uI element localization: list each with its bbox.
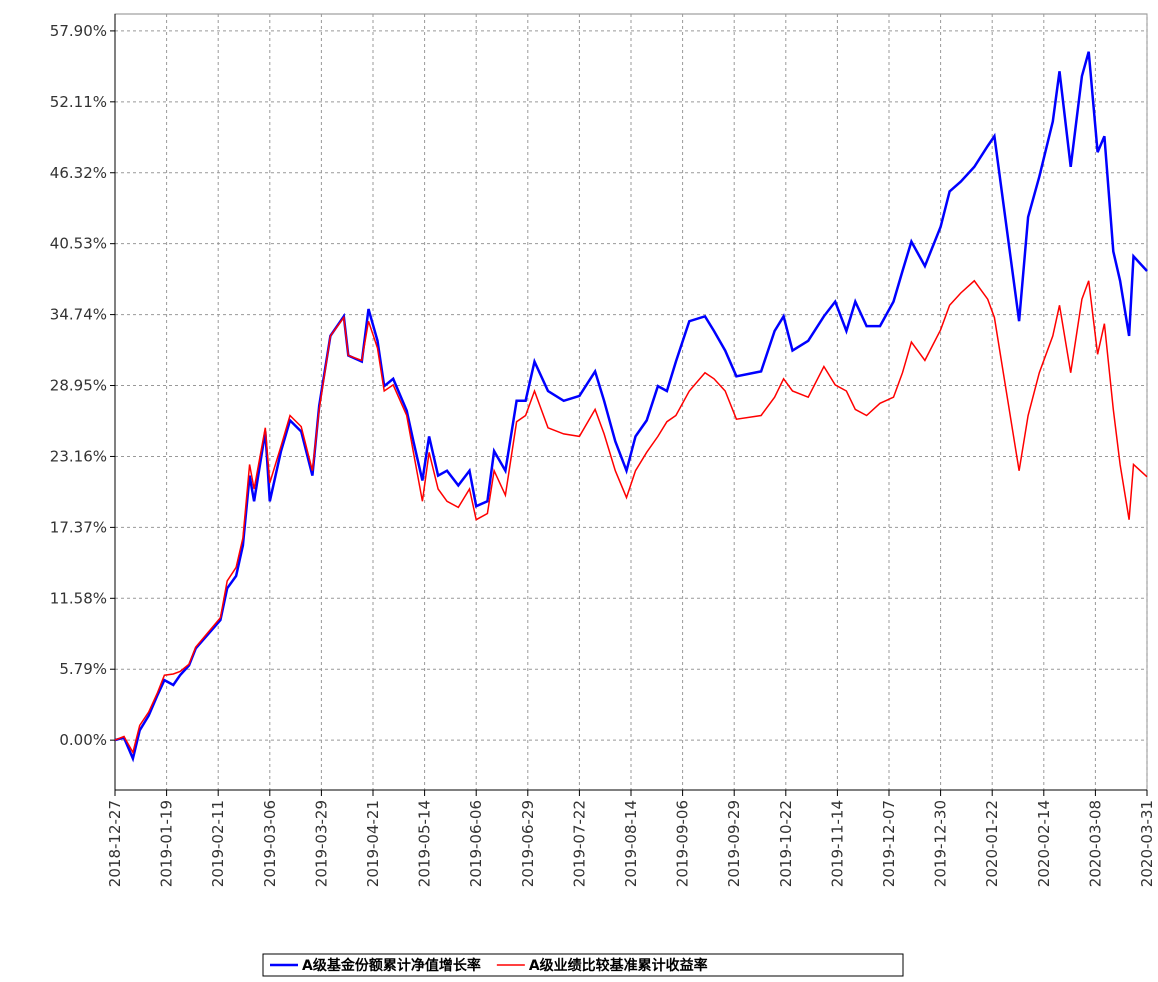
x-tick-label: 2020-01-22 [983,800,1001,887]
y-tick-label: 17.37% [50,518,107,536]
x-tick-label: 2019-09-29 [725,800,743,887]
x-tick-label: 2019-06-29 [519,800,537,887]
y-tick-label: 46.32% [50,164,107,182]
y-tick-label: 11.58% [50,589,107,607]
x-tick-label: 2019-12-30 [932,800,950,887]
y-tick-label: 5.79% [59,660,107,678]
x-tick-label: 2019-06-06 [467,800,485,887]
x-tick-label: 2019-09-06 [674,800,692,887]
legend-label: A级业绩比较基准累计收益率 [529,957,708,974]
x-tick-label: 2020-02-14 [1035,800,1053,887]
x-tick-label: 2019-07-22 [570,800,588,887]
y-tick-label: 28.95% [50,377,107,395]
x-tick-label: 2019-03-06 [261,800,279,887]
x-tick-label: 2018-12-27 [106,800,124,887]
x-tick-label: 2019-05-14 [416,800,434,887]
y-tick-label: 0.00% [59,731,107,749]
x-tick-label: 2019-10-22 [777,800,795,887]
y-tick-label: 52.11% [50,93,107,111]
x-tick-label: 2020-03-31 [1138,800,1156,887]
legend-box [262,953,904,977]
y-tick-label: 40.53% [50,235,107,253]
y-tick-label: 34.74% [50,306,107,324]
y-tick-label: 23.16% [50,447,107,465]
x-tick-label: 2019-04-21 [364,800,382,887]
x-tick-label: 2019-08-14 [622,800,640,887]
x-tick-label: 2019-02-11 [209,800,227,887]
x-tick-label: 2019-11-14 [828,800,846,887]
x-tick-label: 2019-01-19 [158,800,176,887]
x-tick-label: 2020-03-08 [1086,800,1104,887]
series-line [114,51,1148,763]
x-tick-label: 2019-03-29 [312,800,330,887]
legend-label: A级基金份额累计净值增长率 [302,957,481,974]
x-tick-label: 2019-12-07 [880,800,898,887]
y-tick-label: 57.90% [50,22,107,40]
legend: A级基金份额累计净值增长率 A级业绩比较基准累计收益率 [262,953,904,977]
series-line [114,279,1148,755]
